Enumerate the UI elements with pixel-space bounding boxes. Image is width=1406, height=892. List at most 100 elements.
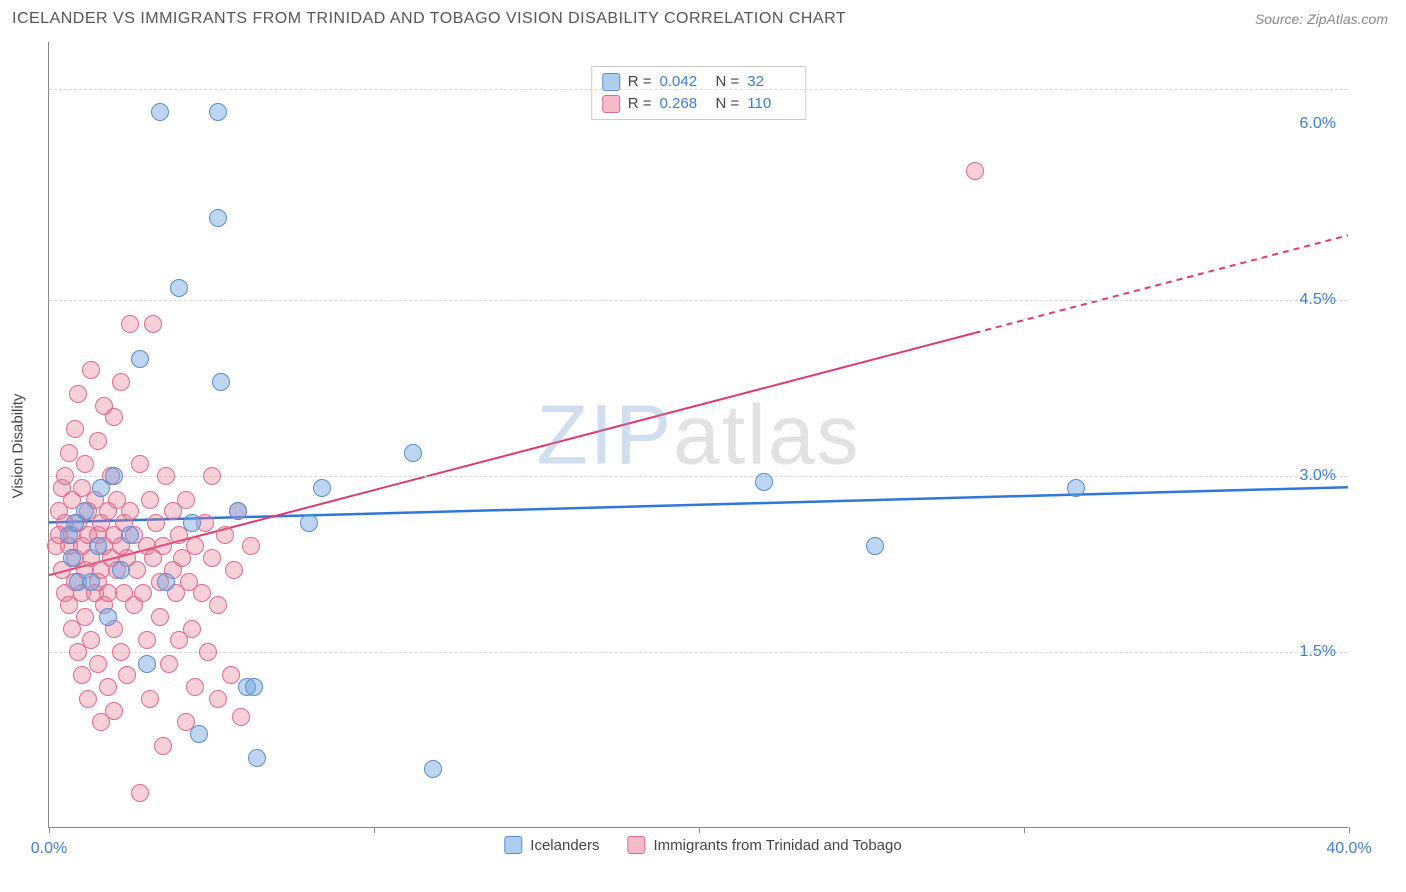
data-point [89,537,107,555]
y-tick-label: 1.5% [1300,643,1336,661]
grid-line [49,476,1348,477]
chart-title: ICELANDER VS IMMIGRANTS FROM TRINIDAD AN… [12,10,846,28]
data-point [66,420,84,438]
data-point [105,702,123,720]
grid-line [49,652,1348,653]
data-point [229,502,247,520]
x-tick-label: 40.0% [1326,840,1371,858]
data-point [82,361,100,379]
n-label: N = [716,93,740,115]
source-attribution: Source: ZipAtlas.com [1255,11,1388,27]
data-point [966,162,984,180]
data-point [131,455,149,473]
x-tick-mark [1349,827,1350,833]
legend-item: Immigrants from Trinidad and Tobago [628,836,902,854]
data-point [186,537,204,555]
data-point [76,455,94,473]
n-value: 110 [747,93,795,115]
data-point [209,596,227,614]
scatter-chart: ZIPatlas R =0.042N =32R =0.268N =110 1.5… [48,42,1348,828]
data-point [186,678,204,696]
data-point [141,491,159,509]
data-point [76,502,94,520]
data-point [99,608,117,626]
data-point [121,315,139,333]
watermark-atlas: atlas [673,387,860,481]
x-tick-label: 0.0% [31,840,67,858]
data-point [170,279,188,297]
data-point [404,444,422,462]
data-point [121,526,139,544]
data-point [183,620,201,638]
legend-swatch [504,836,522,854]
data-point [82,573,100,591]
data-point [56,467,74,485]
data-point [128,561,146,579]
data-point [157,573,175,591]
data-point [1067,479,1085,497]
data-point [209,690,227,708]
data-point [151,103,169,121]
data-point [151,608,169,626]
data-point [154,537,172,555]
data-point [203,467,221,485]
data-point [212,373,230,391]
r-value: 0.268 [660,93,708,115]
data-point [209,209,227,227]
data-point [73,666,91,684]
x-tick-mark [699,827,700,833]
data-point [242,537,260,555]
data-point [89,655,107,673]
data-point [112,643,130,661]
data-point [60,444,78,462]
data-point [121,502,139,520]
data-point [232,708,250,726]
r-label: R = [628,93,652,115]
watermark: ZIPatlas [536,386,860,483]
data-point [199,643,217,661]
data-point [245,678,263,696]
data-point [76,608,94,626]
y-axis-label: Vision Disability [10,394,27,499]
data-point [177,491,195,509]
data-point [866,537,884,555]
data-point [89,432,107,450]
data-point [183,514,201,532]
data-point [79,690,97,708]
data-point [63,549,81,567]
legend-label: Icelanders [530,837,599,854]
data-point [131,350,149,368]
legend-label: Immigrants from Trinidad and Tobago [654,837,902,854]
legend-swatch [602,95,620,113]
data-point [69,385,87,403]
data-point [105,467,123,485]
correlation-legend: R =0.042N =32R =0.268N =110 [591,66,807,120]
data-point [424,760,442,778]
data-point [134,584,152,602]
data-point [203,549,221,567]
y-tick-label: 4.5% [1300,291,1336,309]
y-tick-label: 6.0% [1300,115,1336,133]
data-point [138,655,156,673]
data-point [82,631,100,649]
data-point [160,655,178,673]
data-point [144,315,162,333]
legend-item: Icelanders [504,836,599,854]
legend-swatch [628,836,646,854]
data-point [118,666,136,684]
watermark-zip: ZIP [536,387,673,481]
grid-line [49,89,1348,90]
x-tick-mark [1024,827,1025,833]
data-point [131,784,149,802]
data-point [99,678,117,696]
data-point [222,666,240,684]
data-point [157,467,175,485]
data-point [209,103,227,121]
data-point [154,737,172,755]
data-point [190,725,208,743]
series-legend: Icelanders Immigrants from Trinidad and T… [504,836,901,854]
data-point [141,690,159,708]
data-point [147,514,165,532]
data-point [248,749,266,767]
data-point [225,561,243,579]
